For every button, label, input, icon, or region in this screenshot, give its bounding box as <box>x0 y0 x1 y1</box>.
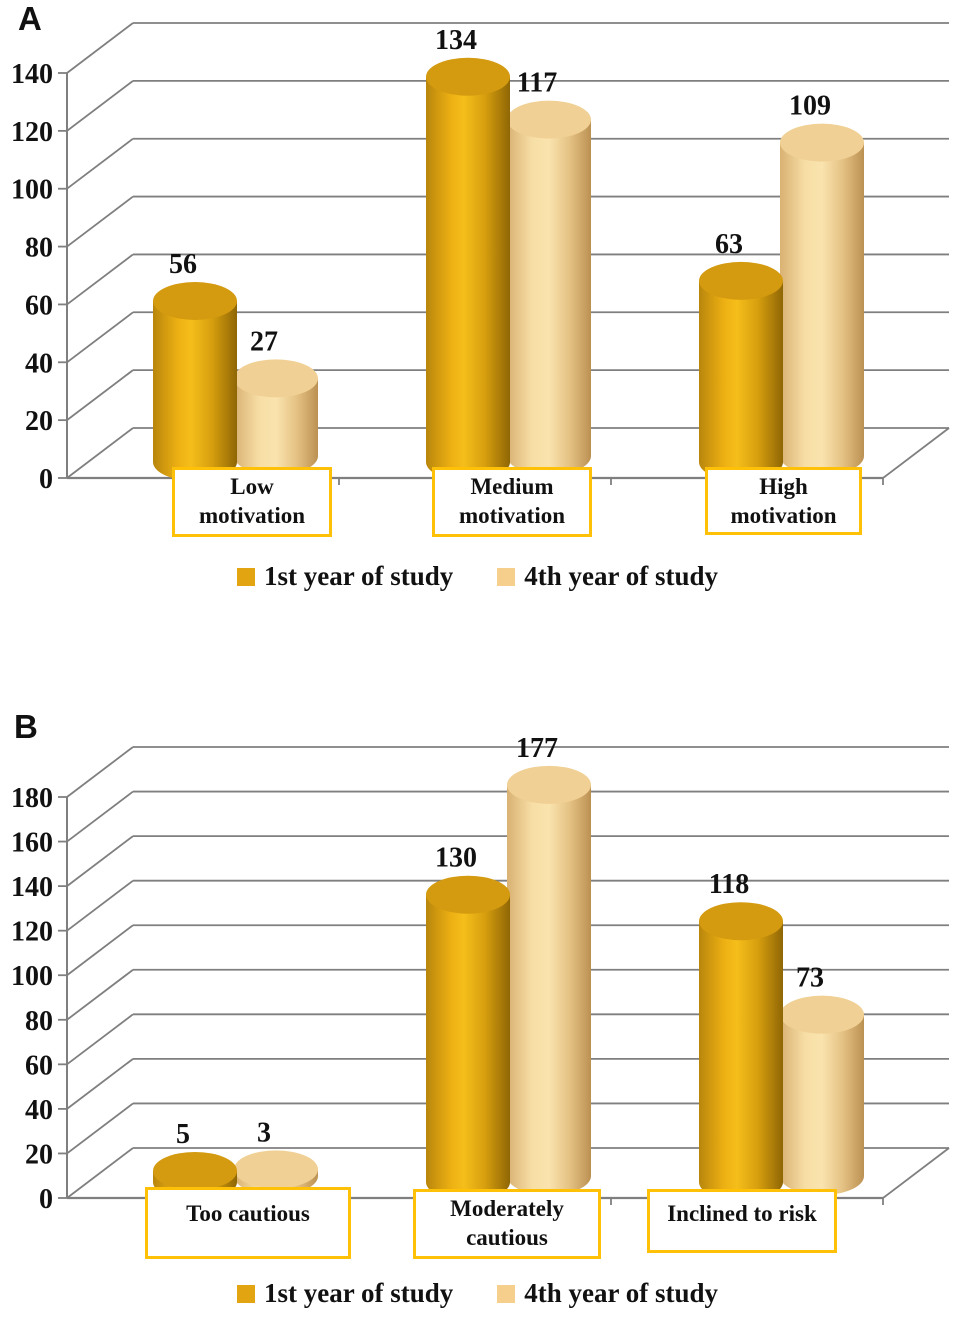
legend-label-1st-year: 1st year of study <box>263 1278 454 1308</box>
y-tick-label: 20 <box>25 406 53 437</box>
y-tick-label: 40 <box>25 1095 53 1126</box>
cylinder-top-s2-c1 <box>507 100 591 139</box>
value-label-s1-c1: 130 <box>435 843 477 874</box>
panel-a-letter: A <box>18 0 42 37</box>
y-tick-label: 140 <box>11 59 53 90</box>
cylinder-top-s1-c1 <box>426 57 510 96</box>
cylinder-top-s1-c2 <box>699 902 783 941</box>
category-box-moderately-cautious: Moderately cautious <box>413 1189 601 1259</box>
gridline-depth-segment <box>66 137 134 190</box>
legend-item-4th-year: 4th year of study <box>497 1278 718 1309</box>
cylinder-top-s1-c0 <box>153 282 237 320</box>
cylinder-top-s1-c2 <box>699 261 783 300</box>
y-tick-label: 20 <box>25 1139 53 1170</box>
gridline-depth-segment <box>66 1147 134 1199</box>
chart-b-canvas: 0 20 40 60 80 100 120 140 160 180 3 177 73 5 130 118 <box>11 733 950 1215</box>
gridline-depth-segment <box>66 195 134 248</box>
cylinder-top-s1-c1 <box>426 875 510 914</box>
y-tick-label: 40 <box>25 348 53 379</box>
gridline-depth-segment <box>66 22 134 74</box>
y-tick-label: 100 <box>11 961 53 992</box>
gridline-depth-segment <box>66 80 134 132</box>
value-label-s2-c1: 117 <box>517 68 557 99</box>
floor-right-edge <box>882 1147 950 1199</box>
gridline-depth-segment <box>66 427 134 479</box>
value-label-s2-c0: 3 <box>257 1117 271 1148</box>
cylinder-top-s2-c1 <box>507 765 591 804</box>
y-tick-label: 0 <box>39 464 53 495</box>
legend-label-1st-year: 1st year of study <box>263 561 454 591</box>
legend-swatch-1st-year-icon <box>236 1284 255 1303</box>
gridline-depth-segment <box>66 835 134 887</box>
gridline-depth-segment <box>66 969 134 1021</box>
cylinder-top-s2-c0 <box>234 359 318 398</box>
cylinder-body-s2-c0 <box>234 378 318 475</box>
legend-a: 1st year of study 4th year of study <box>0 561 955 592</box>
gridline-depth-segment <box>66 369 134 421</box>
gridline-depth-segment <box>66 879 134 932</box>
value-label-s2-c2: 109 <box>789 91 831 122</box>
legend-item-1st-year: 1st year of study <box>236 561 454 592</box>
y-tick-label: 140 <box>11 872 53 903</box>
cylinder-body-s2-c2 <box>780 1014 864 1195</box>
y-tick-label: 100 <box>11 175 53 206</box>
cylinder-body-s1-c2 <box>699 921 783 1201</box>
cylinder-body-s2-c1 <box>507 119 591 475</box>
cylinder-top-s2-c2 <box>780 995 864 1034</box>
value-label-s1-c0: 5 <box>176 1119 190 1150</box>
legend-label-4th-year: 4th year of study <box>524 561 719 591</box>
y-tick-label: 160 <box>11 828 53 859</box>
cylinder-body-s1-c2 <box>699 280 783 481</box>
y-tick-label: 120 <box>11 117 53 148</box>
y-tick-label: 80 <box>25 233 53 264</box>
legend-item-4th-year: 4th year of study <box>497 561 718 592</box>
chart-a-canvas: 0 20 40 60 80 100 120 140 27 117 109 56 134 63 <box>11 22 950 495</box>
value-label-s1-c0: 56 <box>169 249 197 280</box>
legend-b: 1st year of study 4th year of study <box>0 1278 955 1309</box>
legend-swatch-4th-year-icon <box>497 567 516 586</box>
gridline-depth-segment <box>66 1058 134 1110</box>
y-tick-label: 0 <box>39 1184 53 1215</box>
panel-b-letter: B <box>14 708 38 745</box>
cylinder-body-s2-c1 <box>507 784 591 1195</box>
gridline-depth-segment <box>66 311 134 364</box>
category-box-medium-motivation: Medium motivation <box>432 467 592 537</box>
category-box-low-motivation: Low motivation <box>172 467 332 537</box>
gridline-depth-segment <box>66 924 134 976</box>
cylinder-top-s1-c0 <box>153 1151 237 1190</box>
value-label-s2-c2: 73 <box>796 963 824 994</box>
legend-swatch-1st-year-icon <box>236 567 255 586</box>
value-label-s1-c2: 118 <box>709 869 749 900</box>
legend-swatch-4th-year-icon <box>497 1284 516 1303</box>
legend-item-1st-year: 1st year of study <box>236 1278 454 1309</box>
gridline-depth-segment <box>66 746 134 798</box>
value-label-s1-c2: 63 <box>715 229 743 260</box>
gridline-depth-segment <box>66 1013 134 1066</box>
gridline-depth-segment <box>66 253 134 306</box>
category-box-too-cautious: Too cautious <box>145 1187 351 1259</box>
category-box-inclined-to-risk: Inclined to risk <box>647 1189 837 1253</box>
y-tick-label: 180 <box>11 783 53 814</box>
floor-right-edge <box>882 427 950 479</box>
cylinder-top-s2-c0 <box>234 1150 318 1189</box>
y-tick-label: 60 <box>25 290 53 321</box>
y-tick-label: 60 <box>25 1050 53 1081</box>
cylinder-body-s1-c1 <box>426 76 510 481</box>
gridline-depth-segment <box>66 1102 134 1155</box>
cylinder-body-s2-c2 <box>780 142 864 475</box>
cylinder-body-s1-c0 <box>153 301 237 481</box>
category-box-high-motivation: High motivation <box>705 467 862 535</box>
y-tick-label: 80 <box>25 1006 53 1037</box>
panel-b: 0 20 40 60 80 100 120 140 160 180 3 177 73 5 130 118 B … <box>0 700 955 1321</box>
value-label-s2-c0: 27 <box>250 326 278 357</box>
panel-a: 0 20 40 60 80 100 120 140 27 117 109 56 134 63 A Low … <box>0 0 955 660</box>
legend-label-4th-year: 4th year of study <box>524 1278 719 1308</box>
cylinder-top-s2-c2 <box>780 123 864 162</box>
value-label-s1-c1: 134 <box>435 25 477 56</box>
value-label-s2-c1: 177 <box>516 733 558 764</box>
y-tick-label: 120 <box>11 917 53 948</box>
gridline-depth-segment <box>66 790 134 843</box>
cylinder-body-s1-c1 <box>426 894 510 1201</box>
